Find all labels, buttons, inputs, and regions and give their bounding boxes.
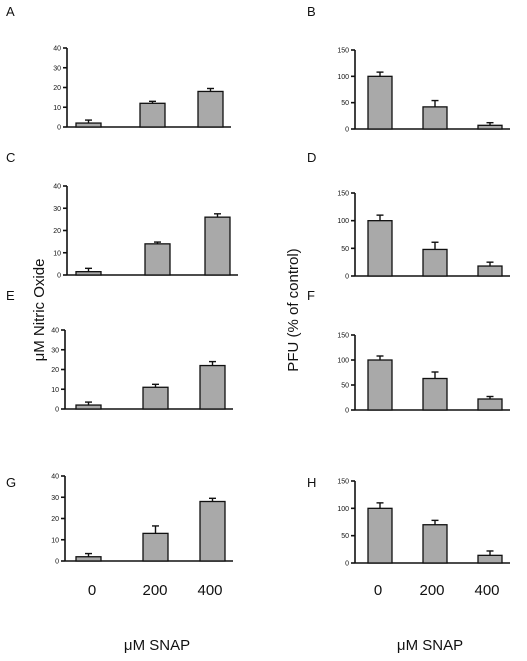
panel-label-c: C bbox=[6, 150, 15, 165]
panel-label-g: G bbox=[6, 475, 16, 490]
x-category-left-0: 0 bbox=[88, 582, 96, 599]
y-tick-label-f-150: 150 bbox=[337, 333, 349, 340]
y-tick-label-c-30: 30 bbox=[53, 206, 61, 213]
y-tick-label-e-10: 10 bbox=[51, 387, 59, 394]
y-tick-label-a-20: 20 bbox=[53, 85, 61, 92]
bar-b-200 bbox=[422, 106, 448, 130]
panel-g: G 0 10 20 30 40 bbox=[6, 474, 233, 566]
bar-a-200 bbox=[139, 102, 166, 128]
panel-label-b: B bbox=[307, 4, 316, 19]
bar-c-400 bbox=[204, 216, 231, 276]
x-category-left-400: 400 bbox=[197, 582, 222, 599]
y-tick-label-c-10: 10 bbox=[53, 250, 61, 257]
y-tick-label-f-50: 50 bbox=[341, 383, 349, 390]
bar-d-400 bbox=[477, 265, 503, 277]
y-tick-label-g-10: 10 bbox=[51, 537, 59, 544]
bar-d-0 bbox=[367, 220, 393, 277]
y-tick-label-b-0: 0 bbox=[345, 127, 349, 134]
y-tick-label-b-50: 50 bbox=[341, 100, 349, 107]
x-category-right-0: 0 bbox=[374, 582, 382, 599]
y-tick-label-a-30: 30 bbox=[53, 65, 61, 72]
bar-g-0 bbox=[75, 556, 102, 562]
y-tick-label-a-40: 40 bbox=[53, 46, 61, 53]
bar-c-200 bbox=[144, 243, 171, 276]
x-category-right-400: 400 bbox=[474, 582, 499, 599]
y-tick-label-e-30: 30 bbox=[51, 347, 59, 354]
y-tick-label-e-40: 40 bbox=[51, 328, 59, 335]
x-category-left-200: 200 bbox=[142, 582, 167, 599]
y-tick-label-h-150: 150 bbox=[337, 479, 349, 486]
panel-label-f: F bbox=[307, 288, 315, 303]
y-tick-label-b-150: 150 bbox=[337, 48, 349, 55]
panel-c: C 0 10 20 30 40 bbox=[6, 150, 238, 280]
y-tick-label-c-0: 0 bbox=[57, 273, 61, 280]
y-tick-label-g-0: 0 bbox=[55, 559, 59, 566]
y-tick-label-e-0: 0 bbox=[55, 407, 59, 414]
panel-label-e: E bbox=[6, 288, 15, 303]
y-tick-label-d-50: 50 bbox=[341, 246, 349, 253]
y-tick-label-b-100: 100 bbox=[337, 74, 349, 81]
y-tick-label-d-0: 0 bbox=[345, 274, 349, 281]
bar-e-200 bbox=[142, 386, 169, 410]
y-tick-label-g-20: 20 bbox=[51, 516, 59, 523]
bar-e-400 bbox=[199, 364, 226, 410]
y-tick-label-d-150: 150 bbox=[337, 191, 349, 198]
x-category-right-200: 200 bbox=[419, 582, 444, 599]
y-tick-label-h-50: 50 bbox=[341, 533, 349, 540]
y-tick-label-g-40: 40 bbox=[51, 474, 59, 481]
y-tick-label-h-0: 0 bbox=[345, 561, 349, 568]
bar-f-0 bbox=[367, 359, 393, 411]
bar-e-0 bbox=[75, 404, 102, 410]
y-tick-label-a-10: 10 bbox=[53, 105, 61, 112]
y-tick-label-d-100: 100 bbox=[337, 218, 349, 225]
y-tick-label-c-40: 40 bbox=[53, 184, 61, 191]
panel-label-a: A bbox=[6, 4, 15, 19]
y-tick-label-e-20: 20 bbox=[51, 367, 59, 374]
panel-e: E 0 10 20 30 40 bbox=[6, 288, 233, 414]
y-tick-label-g-30: 30 bbox=[51, 495, 59, 502]
bar-c-0 bbox=[75, 271, 102, 276]
panel-f: F 0 50 100 150 bbox=[307, 288, 510, 415]
bar-f-200 bbox=[422, 377, 448, 411]
bar-a-400 bbox=[197, 90, 224, 128]
panel-label-d: D bbox=[307, 150, 316, 165]
panel-b: B 0 50 100 150 bbox=[307, 4, 510, 134]
panel-a: A 0 10 20 30 40 bbox=[6, 4, 231, 132]
panel-h: H 0 50 100 150 bbox=[307, 475, 510, 568]
ylabel-left: μM Nitric Oxide bbox=[31, 259, 48, 362]
bar-b-0 bbox=[367, 75, 393, 130]
y-tick-label-a-0: 0 bbox=[57, 125, 61, 132]
bar-f-400 bbox=[477, 398, 503, 411]
bar-b-400 bbox=[477, 124, 503, 130]
xlabel-right: μM SNAP bbox=[397, 637, 463, 654]
panel-d: D 0 50 100 150 bbox=[307, 150, 510, 281]
bar-h-200 bbox=[422, 524, 448, 564]
y-tick-label-c-20: 20 bbox=[53, 228, 61, 235]
panel-label-h: H bbox=[307, 475, 316, 490]
ylabel-right: PFU (% of control) bbox=[285, 248, 302, 371]
y-tick-label-h-100: 100 bbox=[337, 506, 349, 513]
y-tick-label-f-0: 0 bbox=[345, 408, 349, 415]
bar-h-0 bbox=[367, 507, 393, 564]
bar-g-200 bbox=[142, 532, 169, 562]
bar-g-400 bbox=[199, 500, 226, 562]
xlabel-left: μM SNAP bbox=[124, 637, 190, 654]
bar-h-400 bbox=[477, 554, 503, 564]
bar-a-0 bbox=[75, 122, 102, 128]
y-tick-label-f-100: 100 bbox=[337, 358, 349, 365]
bar-d-200 bbox=[422, 248, 448, 277]
panels-group: A010203040B050100150C010203040D050100150… bbox=[6, 4, 510, 568]
